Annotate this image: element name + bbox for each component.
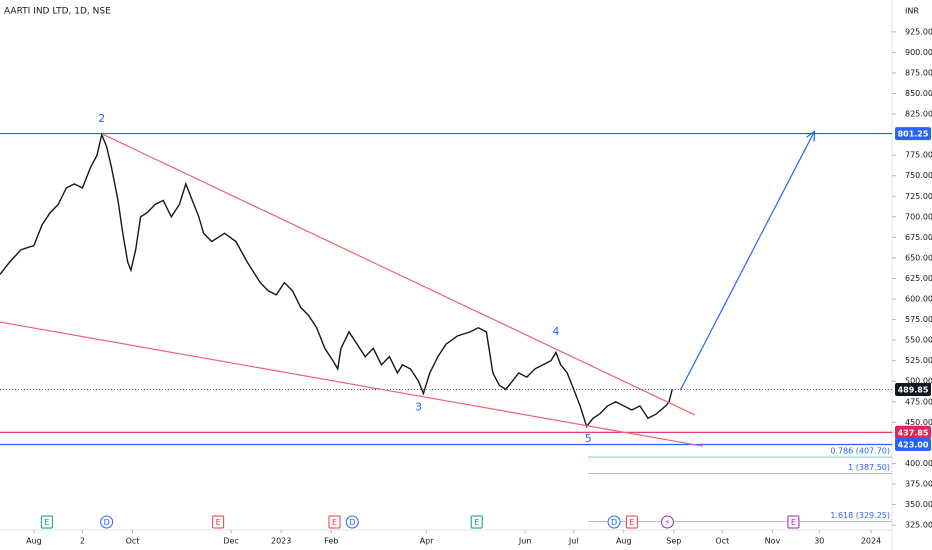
event-icon [470,515,483,529]
price-tag [895,425,931,439]
fib-label: 1 (387.50) [848,463,890,472]
price-tag-label: 489.85 [898,386,929,395]
y-tick-label: 500.00 [905,377,932,386]
wave-label: 4 [552,325,559,338]
wave-label: 3 [415,401,422,414]
fib-label: 0.786 (407.70) [830,447,890,456]
event-label: D [104,518,110,527]
y-tick-label: 700.00 [905,212,932,221]
event-icon [328,515,341,529]
currency: INR [905,7,919,16]
y-tick-label: 600.00 [905,295,932,304]
y-tick-label: 725.00 [905,192,932,201]
event-icon [625,515,638,529]
fib-label: 1.618 (329.25) [830,511,890,520]
x-tick-label: 30 [814,537,824,546]
x-tick-label: 2024 [861,537,881,546]
x-tick-label: Nov [765,537,781,546]
y-tick-label: 325.00 [905,521,932,530]
event-icon [345,515,359,529]
event-label: E [216,518,221,527]
x-tick-label: Apr [420,537,435,546]
price-tag [895,383,931,397]
y-tick-label: 450.00 [905,418,932,427]
price-tag [895,438,931,452]
chart-title: AARTI IND LTD, 1D, NSE [4,7,111,17]
y-tick-label: 625.00 [905,274,932,283]
event-label: ⚡ [665,518,671,527]
event-icon [212,515,225,529]
y-tick-label: 825.00 [905,110,932,119]
y-tick-label: 375.00 [905,479,932,488]
x-tick-label: 2023 [271,537,291,546]
price-line [0,132,673,428]
event-label: E [332,518,337,527]
trendline [679,131,815,391]
x-tick-label: 2 [80,537,85,546]
y-tick-label: 675.00 [905,233,932,242]
x-tick-label: Oct [126,537,140,546]
event-icon [787,515,800,529]
y-tick-label: 550.00 [905,336,932,345]
event-label: E [474,518,479,527]
event-label: E [629,518,634,527]
trendline [101,133,696,416]
price-tag-label: 423.00 [898,441,929,450]
price-tag-label: 437.85 [898,428,929,437]
y-tick-label: 875.00 [905,68,932,77]
wave-label: 2 [98,112,105,125]
y-tick-label: 525.00 [905,356,932,365]
y-tick-label: 925.00 [905,27,932,36]
x-tick-label: Jun [518,537,532,546]
x-tick-label: Dec [223,537,238,546]
x-tick-label: Aug [26,537,42,546]
event-icon [100,515,114,529]
y-tick-label: 575.00 [905,315,932,324]
event-label: D [611,518,617,527]
x-tick-label: Jul [568,537,579,546]
price-tag [895,127,931,141]
event-label: E [791,518,796,527]
y-tick-label: 475.00 [905,397,932,406]
y-tick-label: 850.00 [905,89,932,98]
event-icon [40,515,53,529]
arrow-head [806,130,816,142]
event-icon [607,515,621,529]
trendline [0,321,704,447]
y-tick-label: 400.00 [905,459,932,468]
y-tick-label: 900.00 [905,48,932,57]
event-label: D [349,518,355,527]
event-icon [660,515,674,529]
x-tick-label: Feb [324,537,338,546]
wave-label: 5 [585,432,592,445]
x-tick-label: Oct [715,537,729,546]
y-tick-label: 350.00 [905,500,932,509]
x-tick-label: Sep [666,537,681,546]
x-tick-label: Aug [616,537,632,546]
y-tick-label: 650.00 [905,253,932,262]
price-tag-label: 801.25 [898,130,929,139]
y-tick-label: 775.00 [905,151,932,160]
y-tick-label: 750.00 [905,171,932,180]
event-label: E [44,518,49,527]
